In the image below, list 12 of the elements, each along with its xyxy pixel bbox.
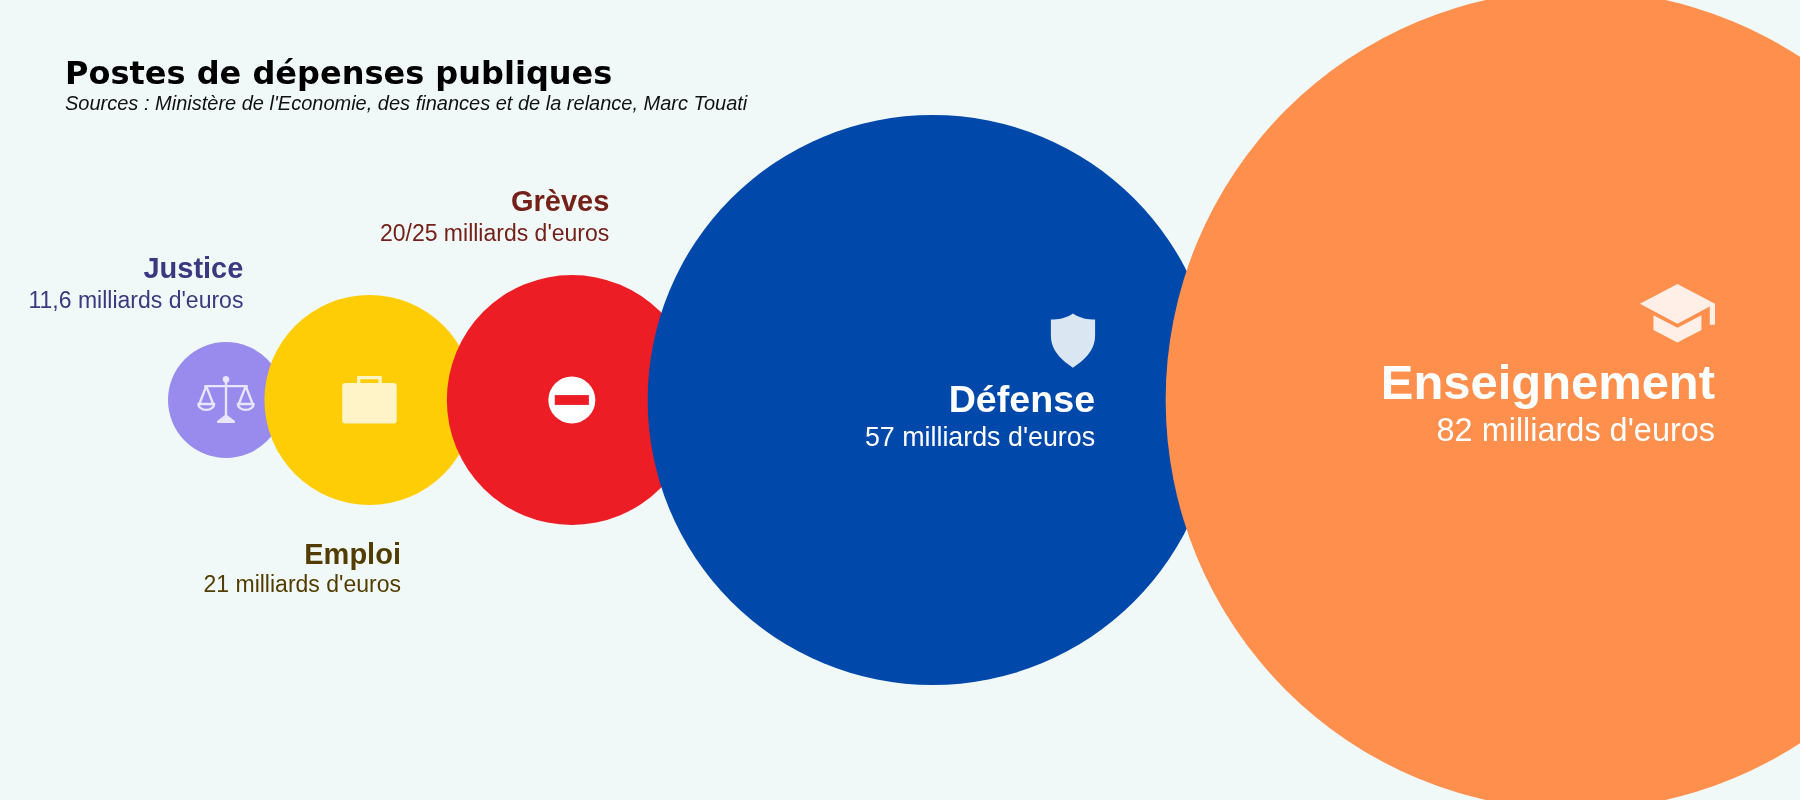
- data-label: 20/25 milliards d'euros: [379, 220, 610, 246]
- data-label: 82 milliards d'euros: [1436, 412, 1715, 449]
- category-label: Défense: [948, 377, 1096, 420]
- text: Postes de dépenses publiques: [65, 54, 613, 92]
- category-label: Emploi: [304, 538, 401, 570]
- data-label: 21 milliards d'euros: [203, 571, 401, 597]
- data-label: 57 milliards d'euros: [864, 422, 1096, 453]
- source-note: Sources : Ministère de l'Economie, des finances et de la relance, Marc Touati: [65, 92, 748, 114]
- data-label: 11,6 milliards d'euros: [28, 287, 244, 313]
- category-label: Grèves: [510, 185, 610, 217]
- category-label: Justice: [143, 252, 244, 284]
- category-label: Enseignement: [1380, 355, 1715, 409]
